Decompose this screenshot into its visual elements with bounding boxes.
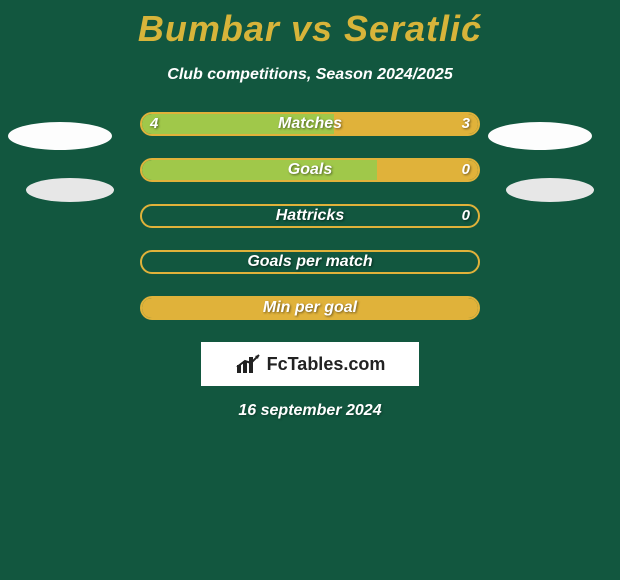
logo-box: FcTables.com (201, 342, 419, 386)
stat-label: Hattricks (140, 204, 480, 228)
stat-row: Goals0 (140, 158, 480, 182)
logo-inner: FcTables.com (235, 353, 386, 375)
stat-value-right: 0 (462, 158, 470, 182)
stat-value-right: 3 (462, 112, 470, 136)
stat-row: Matches4 3 (140, 112, 480, 136)
stat-row: Min per goal (140, 296, 480, 320)
stat-label: Goals per match (140, 250, 480, 274)
stat-label: Matches (140, 112, 480, 136)
page-subtitle: Club competitions, Season 2024/2025 (0, 66, 620, 84)
stat-label: Min per goal (140, 296, 480, 320)
logo-text: FcTables.com (267, 354, 386, 375)
footer-date: 16 september 2024 (0, 402, 620, 420)
stat-label: Goals (140, 158, 480, 182)
page-root: Bumbar vs Seratlić Club competitions, Se… (0, 0, 620, 580)
stat-value-left: 4 (150, 112, 158, 136)
barchart-icon (235, 353, 263, 375)
page-title: Bumbar vs Seratlić (0, 0, 620, 50)
stat-value-right: 0 (462, 204, 470, 228)
stats-area: Matches43Goals0Hattricks0Goals per match… (0, 112, 620, 320)
stat-row: Goals per match (140, 250, 480, 274)
stat-row: Hattricks0 (140, 204, 480, 228)
